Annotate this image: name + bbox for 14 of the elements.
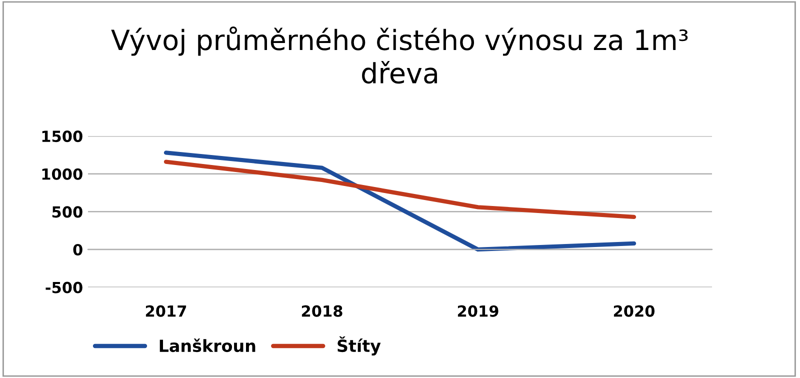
legend-label: Štíty [338,336,381,356]
legend-label: Lanškroun [160,338,256,352]
line-series [164,160,636,220]
x-tick-label: 2018 [302,305,342,317]
y-tick-label: 1000 [42,168,82,180]
chart-title: Vývoj průměrného čistého výnosu za 1m³ dřeva [111,26,688,84]
x-tick-label: 2020 [614,305,655,317]
y-tick-label: 0 [73,244,82,256]
y-tick-label: -500 [46,282,82,294]
x-tick-label: 2017 [146,305,186,317]
y-tick-label: 500 [52,206,82,218]
line-series [164,150,636,252]
y-tick-label: 1500 [42,130,82,142]
x-tick-label: 2019 [458,305,498,317]
